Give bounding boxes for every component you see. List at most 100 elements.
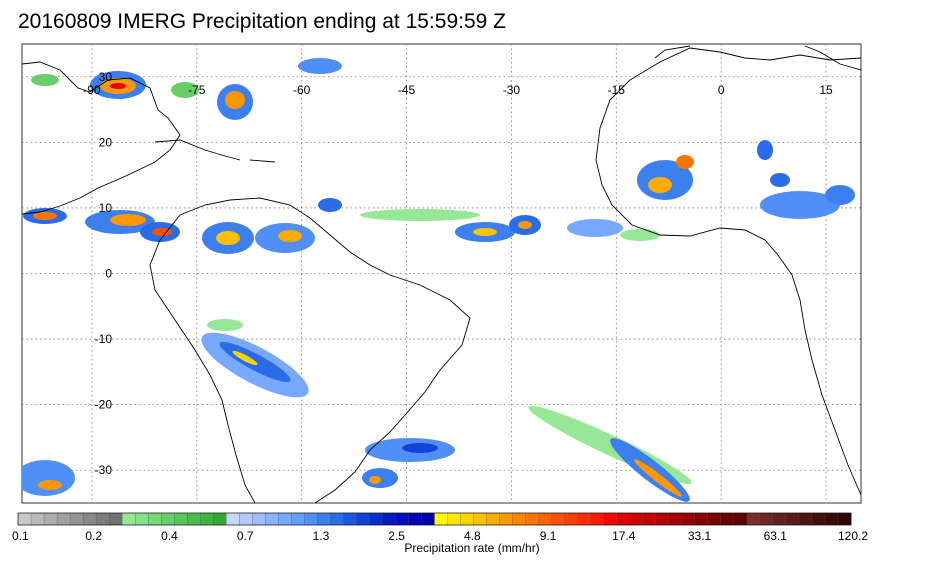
colorbar-cell (681, 512, 696, 526)
colorbar-tick-label: 2.5 (388, 529, 405, 543)
lon-tick-label: 15 (819, 83, 833, 97)
colorbar-cell (590, 512, 605, 526)
colorbar-cells (17, 512, 852, 526)
colorbar-cell (733, 512, 748, 526)
colorbar-cell (473, 512, 487, 526)
colorbar-cell (239, 512, 253, 526)
colorbar-cell (434, 512, 448, 526)
lon-tick-label: -15 (608, 83, 626, 97)
colorbar-cell (69, 512, 84, 526)
colorbar-cell (772, 512, 787, 526)
colorbar-cell (187, 512, 201, 526)
map-title: 20160809 IMERG Precipitation ending at 1… (18, 10, 506, 33)
colorbar-cell (512, 512, 526, 526)
colorbar-cell (291, 512, 305, 526)
colorbar-cell (499, 512, 513, 526)
lon-tick-label: -90 (83, 83, 101, 97)
colorbar-cell (746, 512, 761, 526)
colorbar-cell (252, 512, 266, 526)
colorbar-cell (551, 512, 566, 526)
lon-tick-label: -60 (293, 83, 311, 97)
colorbar-cell (108, 512, 123, 526)
colorbar-cell (720, 512, 735, 526)
colorbar-cell (603, 512, 618, 526)
coastline-south-america (149, 197, 471, 503)
precip-layer (22, 58, 855, 502)
colorbar-cell (668, 512, 683, 526)
colorbar-cell (486, 512, 500, 526)
colorbar-cell (356, 512, 370, 526)
lat-tick-label: 30 (99, 70, 113, 84)
precip-band-south-atlantic (22, 405, 692, 502)
colorbar-cell (460, 512, 474, 526)
colorbar-tick-label: 17.4 (612, 529, 636, 543)
lat-tick-label: 10 (99, 201, 113, 215)
colorbar-tick-labels: 0.1 0.2 0.4 0.7 1.3 2.5 4.8 9.1 17.4 33.1 63.1 120.… (12, 529, 868, 543)
lon-tick-label: -30 (503, 83, 521, 97)
precip-cluster-gulf (31, 58, 342, 120)
lat-tick-label: -10 (95, 332, 113, 346)
colorbar-cell (317, 512, 331, 526)
colorbar-cell (95, 512, 110, 526)
colorbar-cell (525, 512, 539, 526)
colorbar-cell (304, 512, 318, 526)
lat-tick-label: 20 (99, 135, 113, 149)
map-axis-labels: -90 -75 -60 -45 -30 -15 0 15 30 20 10 0 -10 -20 -30 (83, 70, 833, 477)
colorbar-cell (382, 512, 396, 526)
colorbar-tick-label: 9.1 (540, 529, 557, 543)
colorbar-cell (759, 512, 774, 526)
colorbar-tick-label: 120.2 (838, 529, 868, 543)
precip-band-south-america (201, 319, 455, 488)
colorbar-cell (811, 512, 826, 526)
colorbar-cell (343, 512, 357, 526)
colorbar-cell (30, 512, 45, 526)
colorbar-cell (56, 512, 71, 526)
colorbar-tick-label: 63.1 (764, 529, 788, 543)
lat-tick-label: -20 (95, 398, 113, 412)
colorbar-outline (17, 512, 852, 526)
coastline-north-america (22, 61, 181, 215)
colorbar-cell (82, 512, 97, 526)
precip-cluster-venezuela (202, 198, 342, 254)
colorbar-cell (421, 512, 435, 526)
colorbar-tick-label: 33.1 (688, 529, 712, 543)
colorbar-cell (642, 512, 657, 526)
colorbar-cell (655, 512, 670, 526)
colorbar-cell (408, 512, 422, 526)
graticule (22, 44, 861, 503)
colorbar-tick-label: 0.1 (12, 529, 29, 543)
lon-tick-label: -75 (188, 83, 206, 97)
colorbar-cell (798, 512, 813, 526)
colorbar-cell (538, 512, 552, 526)
colorbar-cell (226, 512, 240, 526)
colorbar-cell (17, 512, 32, 526)
lon-tick-label: -45 (398, 83, 416, 97)
colorbar-cell (330, 512, 344, 526)
lon-tick-label: 0 (718, 83, 725, 97)
colorbar-cell (395, 512, 409, 526)
colorbar-cell (447, 512, 461, 526)
colorbar-cell (629, 512, 644, 526)
colorbar-cell (369, 512, 383, 526)
colorbar-cell (121, 512, 136, 526)
colorbar-cell (564, 512, 579, 526)
colorbar-cell (694, 512, 709, 526)
coastlines (22, 45, 861, 503)
precip-band-itcz (360, 209, 660, 242)
colorbar-cell (577, 512, 592, 526)
colorbar-cell (200, 512, 214, 526)
colorbar-cell (824, 512, 839, 526)
colorbar-tick-label: 0.7 (237, 529, 254, 543)
colorbar-cell (616, 512, 631, 526)
colorbar-tick-label: 0.2 (85, 529, 102, 543)
colorbar-cell (43, 512, 58, 526)
colorbar-cell (174, 512, 188, 526)
colorbar-cell (785, 512, 800, 526)
precip-cluster-west-africa (637, 140, 855, 219)
lat-tick-label: 0 (105, 267, 112, 281)
colorbar-cell (148, 512, 162, 526)
colorbar-tick-label: 4.8 (464, 529, 481, 543)
colorbar-cell (265, 512, 279, 526)
